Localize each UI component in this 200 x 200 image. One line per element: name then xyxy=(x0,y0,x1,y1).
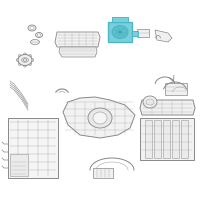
Bar xyxy=(154,120,161,158)
Ellipse shape xyxy=(18,55,22,58)
Polygon shape xyxy=(108,22,132,42)
Ellipse shape xyxy=(16,58,20,62)
Ellipse shape xyxy=(36,32,42,38)
Bar xyxy=(137,29,149,37)
Ellipse shape xyxy=(22,58,29,62)
Ellipse shape xyxy=(112,25,128,38)
Bar xyxy=(181,120,188,158)
Bar xyxy=(112,17,128,22)
Ellipse shape xyxy=(28,25,36,31)
Ellipse shape xyxy=(143,96,157,108)
Bar xyxy=(145,120,152,158)
Bar xyxy=(132,31,138,36)
Ellipse shape xyxy=(118,30,122,33)
Polygon shape xyxy=(8,118,58,178)
Ellipse shape xyxy=(146,99,154,105)
Ellipse shape xyxy=(24,53,26,57)
Bar xyxy=(172,120,179,158)
Polygon shape xyxy=(55,32,100,47)
Bar xyxy=(93,168,113,178)
Ellipse shape xyxy=(93,112,107,124)
Ellipse shape xyxy=(30,40,40,45)
Bar xyxy=(163,120,170,158)
Ellipse shape xyxy=(30,58,34,62)
Ellipse shape xyxy=(30,26,34,29)
Polygon shape xyxy=(140,100,195,115)
Polygon shape xyxy=(63,97,135,138)
Polygon shape xyxy=(59,47,97,57)
Ellipse shape xyxy=(88,108,112,128)
Ellipse shape xyxy=(24,59,26,61)
Bar xyxy=(10,154,28,176)
Ellipse shape xyxy=(37,34,41,36)
Ellipse shape xyxy=(24,63,26,67)
Polygon shape xyxy=(140,118,194,160)
Ellipse shape xyxy=(18,54,32,66)
Polygon shape xyxy=(155,30,172,42)
Ellipse shape xyxy=(18,62,22,65)
Bar xyxy=(165,83,187,95)
Ellipse shape xyxy=(28,55,32,58)
Ellipse shape xyxy=(28,62,32,65)
